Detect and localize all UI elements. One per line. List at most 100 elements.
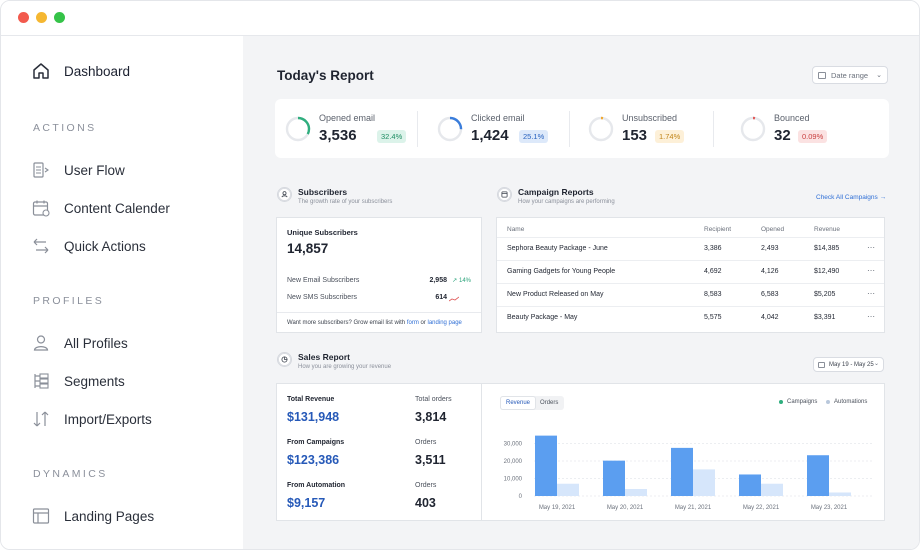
more-options-icon[interactable]: ⋯ (867, 289, 876, 298)
legend-label: Campaigns (787, 399, 818, 405)
from-automation-label: From Automation (287, 482, 346, 489)
table-row[interactable]: New Product Released on May 8,583 6,583 … (497, 283, 884, 306)
campaign-opened: 2,493 (761, 245, 779, 252)
maximize-window-button[interactable] (54, 12, 65, 23)
sidebar-item-label: Import/Exports (64, 411, 152, 427)
stat-label: Clicked email (471, 113, 525, 123)
growth-value: 14% (458, 278, 471, 284)
sales-subtitle: How you are growing your revenue (298, 364, 392, 370)
automation-orders-label: Orders (415, 482, 437, 489)
sidebar-item-label: All Profiles (64, 335, 128, 351)
table-row[interactable]: Sephora Beauty Package - June 3,386 2,49… (497, 237, 884, 260)
footer-or: or (420, 320, 426, 326)
progress-ring-icon (740, 116, 766, 142)
minimize-window-button[interactable] (36, 12, 47, 23)
x-tick-label: May 23, 2021 (811, 505, 848, 511)
stat-badge: 32.4% (377, 130, 407, 143)
stat-badge: 0.09% (798, 130, 828, 143)
sidebar-item-landing-pages[interactable]: Landing Pages (31, 505, 154, 527)
total-orders-label: Total orders (415, 396, 452, 403)
y-tick-label: 10,000 (504, 477, 523, 483)
sales-chart-area: Revenue Orders Campaigns Automations 0 10… (481, 384, 885, 520)
subscriber-row-sms: New SMS Subscribers 614 (287, 294, 471, 306)
bar-automations[interactable] (625, 489, 647, 496)
sales-card: Total Revenue $131,948 Total orders 3,81… (276, 383, 885, 521)
divider (569, 111, 570, 147)
sales-date-range-dropdown[interactable]: May 19 - May 25 ⌄ (813, 357, 884, 372)
y-tick-label: 0 (519, 494, 523, 500)
sidebar-item-quick-actions[interactable]: Quick Actions (31, 235, 146, 257)
sidebar-item-label: Landing Pages (64, 508, 155, 524)
close-window-button[interactable] (18, 12, 29, 23)
more-options-icon[interactable]: ⋯ (867, 312, 876, 321)
campaign-recipient: 3,386 (704, 245, 722, 252)
stat-label: Bounced (774, 113, 810, 123)
stat-label: Opened email (319, 113, 376, 123)
tab-orders[interactable]: Orders (540, 400, 559, 406)
table-row[interactable]: Beauty Package - May 5,575 4,042 $3,391 … (497, 306, 884, 329)
bar-campaigns[interactable] (603, 460, 625, 496)
bar-automations[interactable] (761, 483, 783, 496)
column-header-revenue: Revenue (814, 226, 841, 233)
sidebar-item-label: User Flow (64, 162, 125, 178)
stat-badge: 1.74% (655, 130, 685, 143)
sales-title: Sales Report (298, 352, 350, 362)
table-row[interactable]: Gaming Gadgets for Young People 4,692 4,… (497, 260, 884, 283)
subscribers-subtitle: The growth rate of your subscribers (298, 199, 393, 205)
legend-swatch (826, 400, 830, 404)
sidebar-item-import-exports[interactable]: Import/Exports (31, 408, 152, 430)
column-header-name: Name (507, 226, 525, 233)
campaign-revenue: $3,391 (814, 314, 836, 321)
campaigns-title: Campaign Reports (518, 187, 594, 197)
check-all-campaigns-link[interactable]: Check All Campaigns → (816, 194, 886, 201)
progress-ring-icon (588, 116, 614, 142)
from-campaigns-label: From Campaigns (287, 439, 345, 446)
sidebar-item-segments[interactable]: Segments (31, 370, 125, 392)
stat-value: 1,424 (471, 127, 509, 144)
campaign-recipient: 8,583 (704, 291, 722, 298)
chevron-down-icon: ⌄ (876, 72, 882, 79)
title-bar (1, 1, 919, 36)
date-range-dropdown[interactable]: Date range ⌄ (812, 66, 888, 84)
legend-label: Automations (834, 399, 868, 405)
bar-automations[interactable] (693, 469, 715, 496)
sidebar-item-label: Content Calender (64, 200, 170, 216)
bar-automations[interactable] (557, 483, 579, 496)
bar-automations[interactable] (829, 492, 851, 497)
sidebar-item-user-flow[interactable]: User Flow (31, 159, 125, 181)
calendar-icon (818, 71, 826, 79)
more-options-icon[interactable]: ⋯ (867, 243, 876, 252)
progress-ring-icon (285, 116, 311, 142)
y-tick-label: 30,000 (504, 442, 523, 448)
tab-revenue[interactable]: Revenue (501, 397, 536, 409)
bar-campaigns[interactable] (807, 455, 829, 496)
sidebar-item-dashboard[interactable]: Dashboard (31, 60, 130, 82)
segments-icon (34, 373, 49, 389)
landing-page-link[interactable]: landing page (427, 320, 462, 326)
bar-campaigns[interactable] (671, 447, 693, 496)
from-automation-value: $9,157 (287, 496, 326, 510)
import-export-icon (33, 411, 49, 427)
unique-subscribers-label: Unique Subscribers (287, 228, 358, 237)
campaign-name: Sephora Beauty Package - June (507, 245, 608, 252)
sidebar: Dashboard ACTIONS User Flow Content Cale… (1, 36, 243, 549)
column-header-recipient: Recipient (704, 226, 732, 233)
stat-label: Unsubscribed (622, 113, 678, 123)
home-icon (33, 63, 49, 79)
main-content: Today's Report Date range ⌄ Opened email… (243, 36, 919, 549)
section-title-actions: ACTIONS (33, 122, 97, 134)
divider (417, 111, 418, 147)
campaign-revenue: $12,490 (814, 268, 840, 275)
progress-ring-icon (437, 116, 463, 142)
subscriber-row-value: 2,958 (429, 277, 447, 284)
campaign-name: New Product Released on May (507, 291, 604, 298)
sidebar-item-content-calender[interactable]: Content Calender (31, 197, 170, 219)
campaigns-table: Name Recipient Opened Revenue Sephora Be… (496, 217, 885, 333)
sidebar-item-all-profiles[interactable]: All Profiles (31, 332, 128, 354)
subscribers-footer: Want more subscribers? Grow email list w… (277, 312, 481, 332)
form-link[interactable]: form (406, 320, 419, 326)
bar-campaigns[interactable] (739, 474, 761, 496)
campaign-opened: 4,042 (761, 314, 779, 321)
bar-campaigns[interactable] (535, 435, 557, 496)
more-options-icon[interactable]: ⋯ (867, 266, 876, 275)
